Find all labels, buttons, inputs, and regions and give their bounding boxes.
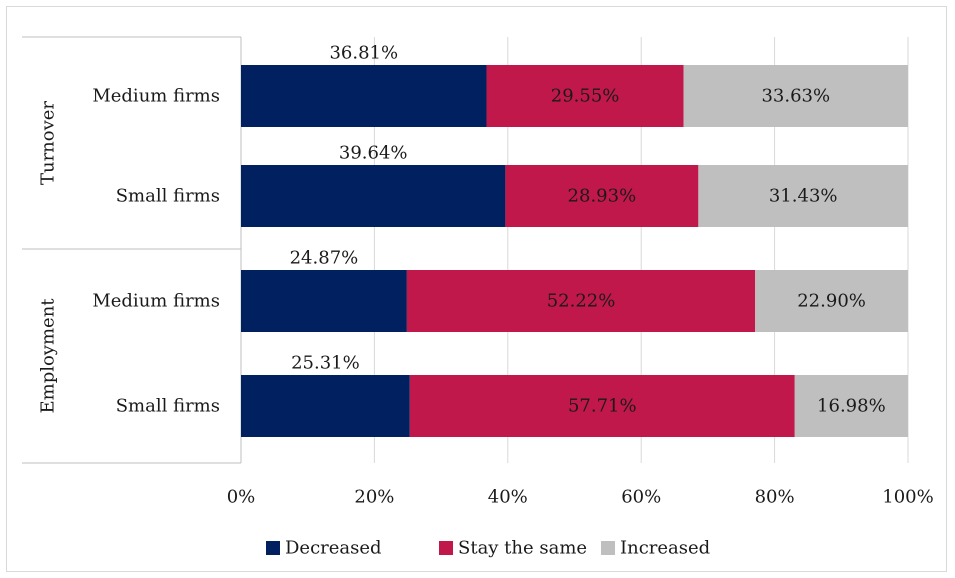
group-label-turnover: Turnover (38, 101, 59, 185)
x-tick-label: 20% (354, 487, 394, 508)
x-tick-label: 100% (882, 487, 933, 508)
bar-segment-increased (683, 65, 908, 127)
x-tick-label: 40% (488, 487, 528, 508)
bar-segment-increased (794, 375, 908, 437)
legend-swatch-decreased (266, 541, 280, 555)
category-label: Small firms (116, 186, 220, 207)
legend-label: Stay the same (458, 538, 587, 559)
bar-segment-increased (755, 270, 908, 332)
bar-segment-decreased (241, 65, 487, 127)
legend-label: Increased (620, 538, 710, 559)
x-tick-label: 0% (227, 487, 256, 508)
category-label: Small firms (116, 396, 220, 417)
bar-segment-stay-the-same (505, 165, 699, 227)
legend-label: Decreased (285, 538, 382, 559)
x-tick-label: 80% (755, 487, 795, 508)
data-label: 36.81% (329, 43, 398, 64)
data-label: 22.90% (797, 291, 866, 312)
data-label: 29.55% (551, 86, 620, 107)
data-label: 25.31% (291, 353, 360, 374)
bar-segment-increased (698, 165, 908, 227)
data-label: 28.93% (568, 186, 637, 207)
data-label: 24.87% (290, 248, 359, 269)
category-label: Medium firms (92, 86, 220, 107)
group-label-employment: Employment (38, 298, 59, 414)
bar-segment-stay-the-same (409, 375, 795, 437)
category-label: Medium firms (92, 291, 220, 312)
bar-segment-decreased (241, 270, 407, 332)
data-label: 57.71% (568, 396, 637, 417)
data-label: 31.43% (769, 186, 838, 207)
data-label: 16.98% (817, 396, 886, 417)
bar-segment-stay-the-same (406, 270, 756, 332)
bar-segment-decreased (241, 165, 506, 227)
x-tick-label: 60% (621, 487, 661, 508)
bar-segment-stay-the-same (486, 65, 684, 127)
data-label: 52.22% (547, 291, 616, 312)
legend-swatch-increased (601, 541, 615, 555)
data-label: 39.64% (339, 143, 408, 164)
legend-swatch-stay-the-same (439, 541, 453, 555)
data-label: 33.63% (761, 86, 830, 107)
bar-segment-decreased (241, 375, 410, 437)
